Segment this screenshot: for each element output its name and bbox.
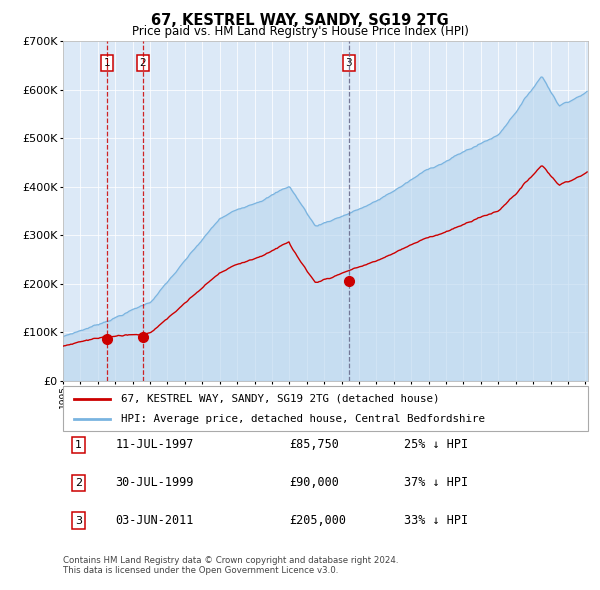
Text: 2: 2 [139, 58, 146, 68]
Text: 3: 3 [75, 516, 82, 526]
Text: This data is licensed under the Open Government Licence v3.0.: This data is licensed under the Open Gov… [63, 566, 338, 575]
Text: 25% ↓ HPI: 25% ↓ HPI [404, 438, 469, 451]
Text: 2: 2 [75, 478, 82, 487]
Text: 1: 1 [75, 440, 82, 450]
Text: 67, KESTREL WAY, SANDY, SG19 2TG: 67, KESTREL WAY, SANDY, SG19 2TG [151, 13, 449, 28]
Text: 37% ↓ HPI: 37% ↓ HPI [404, 476, 469, 489]
Text: 67, KESTREL WAY, SANDY, SG19 2TG (detached house): 67, KESTREL WAY, SANDY, SG19 2TG (detach… [121, 394, 439, 404]
Text: 33% ↓ HPI: 33% ↓ HPI [404, 514, 469, 527]
Text: £205,000: £205,000 [289, 514, 346, 527]
Text: 1: 1 [104, 58, 110, 68]
Text: £85,750: £85,750 [289, 438, 338, 451]
Text: 3: 3 [346, 58, 352, 68]
Text: £90,000: £90,000 [289, 476, 338, 489]
FancyBboxPatch shape [63, 386, 588, 431]
Text: 30-JUL-1999: 30-JUL-1999 [115, 476, 194, 489]
Text: HPI: Average price, detached house, Central Bedfordshire: HPI: Average price, detached house, Cent… [121, 414, 485, 424]
Text: Price paid vs. HM Land Registry's House Price Index (HPI): Price paid vs. HM Land Registry's House … [131, 25, 469, 38]
Text: 03-JUN-2011: 03-JUN-2011 [115, 514, 194, 527]
Text: Contains HM Land Registry data © Crown copyright and database right 2024.: Contains HM Land Registry data © Crown c… [63, 556, 398, 565]
Text: 11-JUL-1997: 11-JUL-1997 [115, 438, 194, 451]
